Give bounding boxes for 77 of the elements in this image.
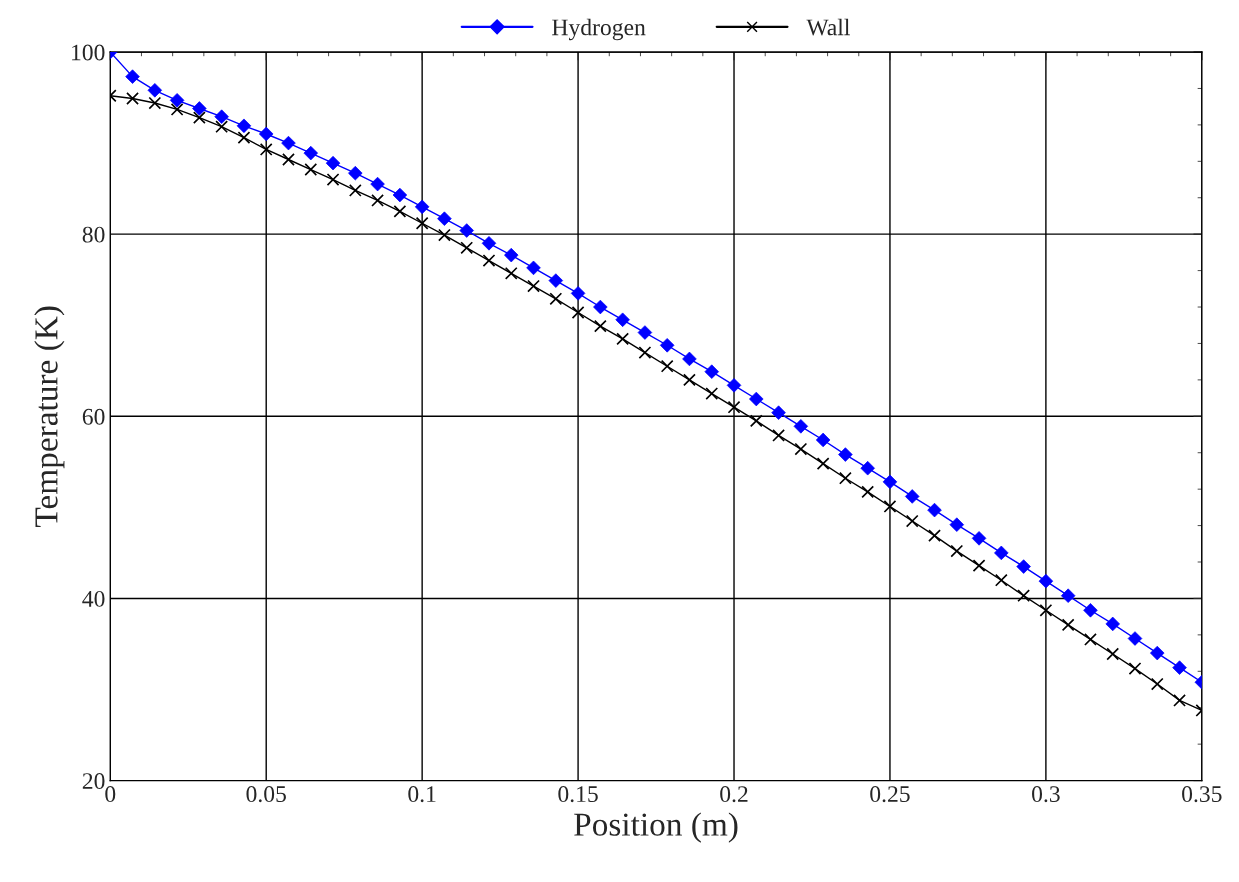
point <box>415 216 429 230</box>
point <box>504 266 518 280</box>
point <box>170 103 184 116</box>
point <box>1173 694 1186 707</box>
point <box>593 319 607 333</box>
point <box>861 485 875 499</box>
legend-label: Wall <box>806 18 850 36</box>
point <box>683 373 696 387</box>
point <box>548 273 564 288</box>
point <box>1017 589 1031 603</box>
y-tick-label: 20 <box>82 773 105 789</box>
point <box>794 442 808 456</box>
point <box>905 489 920 504</box>
point <box>1060 588 1076 603</box>
point <box>1084 633 1097 646</box>
point <box>727 400 741 414</box>
point <box>749 414 763 428</box>
point <box>371 194 384 207</box>
point <box>749 391 764 407</box>
x-tick-label: 0.2 <box>720 786 748 803</box>
point <box>883 500 897 513</box>
x-tick-label: 0.05 <box>246 786 286 803</box>
point <box>616 332 630 346</box>
y-tick-label: 80 <box>82 226 105 243</box>
point <box>972 559 986 573</box>
point <box>282 153 295 166</box>
point <box>816 457 830 471</box>
point <box>348 184 362 197</box>
point <box>438 228 451 242</box>
point <box>928 529 941 542</box>
point <box>571 306 585 319</box>
point <box>148 96 162 110</box>
y-tick-label: 60 <box>82 408 105 425</box>
point <box>950 544 964 558</box>
point <box>838 471 852 485</box>
y-tick-label: 40 <box>82 590 105 607</box>
point <box>660 359 674 373</box>
point <box>237 131 251 145</box>
point <box>304 163 318 176</box>
point <box>793 419 809 434</box>
x-tick-label: 0.1 <box>408 786 436 803</box>
point <box>482 254 496 267</box>
point <box>549 292 563 306</box>
point <box>1061 618 1075 632</box>
legend-label: Hydrogen <box>552 18 646 41</box>
point <box>905 514 919 528</box>
point <box>994 573 1008 587</box>
point <box>526 260 541 276</box>
point <box>370 176 385 192</box>
point <box>1083 603 1098 618</box>
point <box>527 279 540 293</box>
x-tick-label: 0.15 <box>558 786 598 803</box>
point <box>1039 603 1053 617</box>
point <box>126 92 139 105</box>
point <box>1150 677 1164 691</box>
point <box>348 165 363 181</box>
x-tick-label: 0.35 <box>1182 786 1222 803</box>
point <box>259 143 273 156</box>
point <box>326 173 340 186</box>
y-tick-label: 100 <box>72 44 105 61</box>
point <box>726 378 742 393</box>
point <box>460 241 474 255</box>
x-tick-label: 0.3 <box>1032 786 1060 803</box>
point <box>705 387 719 400</box>
point <box>215 120 229 134</box>
point <box>1106 647 1120 661</box>
point <box>192 111 206 124</box>
point <box>570 286 586 301</box>
point <box>682 351 697 367</box>
x-axis-title: Position (m) <box>574 812 738 843</box>
x-tick-label: 0 <box>105 786 116 803</box>
y-axis-title: Temperature (K) <box>34 306 65 527</box>
point <box>1128 662 1142 675</box>
point <box>393 205 407 218</box>
point <box>772 429 785 442</box>
point <box>638 346 652 359</box>
x-tick-label: 0.25 <box>870 786 910 803</box>
